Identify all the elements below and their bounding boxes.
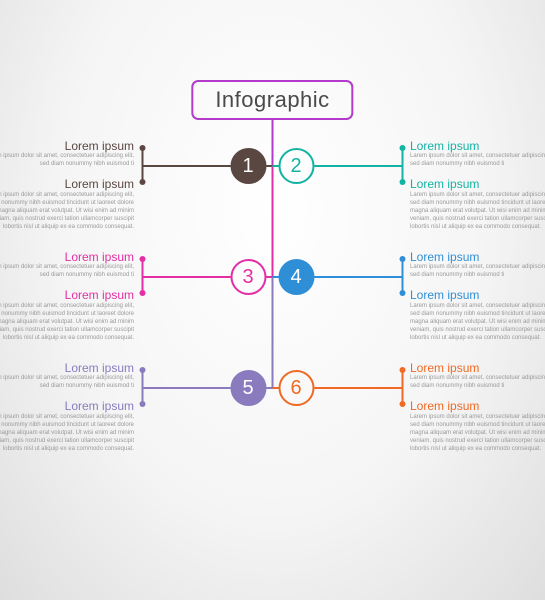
dot-down-1 [139, 179, 145, 185]
body-top-5: Larem ipsum dolor sit amet, consectetuer… [0, 374, 134, 390]
body-bot-1: Larem ipsum dolor sit amet, consectetuer… [0, 191, 134, 231]
stem-1 [271, 277, 273, 388]
body-top-6: Larem ipsum dolor sit amet, consectetuer… [410, 374, 545, 390]
step-circle-2: 2 [278, 148, 314, 184]
stem-top [271, 119, 273, 166]
title-box: Infographic [191, 80, 353, 120]
outer-h-4 [314, 276, 402, 278]
heading-bot-1: Lorem ipsum [65, 177, 134, 191]
dot-down-2 [399, 179, 405, 185]
heading-bot-6: Lorem ipsum [410, 399, 479, 413]
heading-top-6: Lorem ipsum [410, 361, 479, 375]
body-bot-3: Larem ipsum dolor sit amet, consectetuer… [0, 302, 134, 342]
heading-top-3: Lorem ipsum [65, 250, 134, 264]
inner-h-2 [272, 165, 278, 167]
outer-h-1 [142, 165, 230, 167]
dot-up-5 [139, 367, 145, 373]
stem-0 [271, 166, 273, 277]
heading-top-1: Lorem ipsum [65, 139, 134, 153]
heading-top-5: Lorem ipsum [65, 361, 134, 375]
heading-top-2: Lorem ipsum [410, 139, 479, 153]
heading-bot-5: Lorem ipsum [65, 399, 134, 413]
outer-h-6 [314, 387, 402, 389]
step-circle-6: 6 [278, 370, 314, 406]
heading-bot-2: Lorem ipsum [410, 177, 479, 191]
body-bot-5: Larem ipsum dolor sit amet, consectetuer… [0, 413, 134, 453]
outer-h-3 [142, 276, 230, 278]
body-top-3: Larem ipsum dolor sit amet, consectetuer… [0, 263, 134, 279]
infographic-stage: { "title": { "text": "Infographic", "top… [0, 0, 545, 600]
outer-h-5 [142, 387, 230, 389]
body-bot-6: Larem ipsum dolor sit amet, consectetuer… [410, 413, 545, 453]
step-circle-4: 4 [278, 259, 314, 295]
dot-up-2 [399, 145, 405, 151]
dot-down-5 [139, 401, 145, 407]
inner-h-6 [272, 387, 278, 389]
heading-bot-3: Lorem ipsum [65, 288, 134, 302]
step-circle-1: 1 [230, 148, 266, 184]
body-top-1: Larem ipsum dolor sit amet, consectetuer… [0, 152, 134, 168]
body-top-2: Larem ipsum dolor sit amet, consectetuer… [410, 152, 545, 168]
heading-top-4: Lorem ipsum [410, 250, 479, 264]
dot-up-6 [399, 367, 405, 373]
dot-down-6 [399, 401, 405, 407]
body-bot-2: Larem ipsum dolor sit amet, consectetuer… [410, 191, 545, 231]
outer-h-2 [314, 165, 402, 167]
dot-up-1 [139, 145, 145, 151]
dot-up-4 [399, 256, 405, 262]
body-top-4: Larem ipsum dolor sit amet, consectetuer… [410, 263, 545, 279]
heading-bot-4: Lorem ipsum [410, 288, 479, 302]
dot-down-4 [399, 290, 405, 296]
inner-h-4 [272, 276, 278, 278]
step-circle-3: 3 [230, 259, 266, 295]
body-bot-4: Larem ipsum dolor sit amet, consectetuer… [410, 302, 545, 342]
step-circle-5: 5 [230, 370, 266, 406]
dot-up-3 [139, 256, 145, 262]
dot-down-3 [139, 290, 145, 296]
